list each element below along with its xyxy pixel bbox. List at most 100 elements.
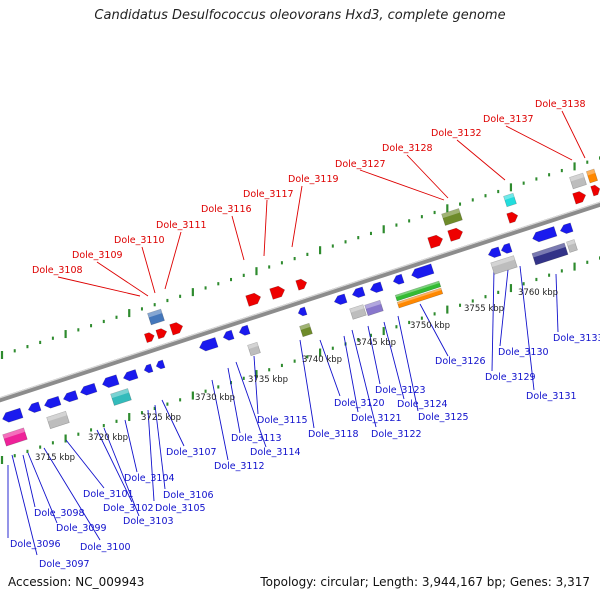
gene-olive-box-1[interactable] [441, 208, 463, 226]
label-dole-3116[interactable]: Dole_3116 [201, 204, 252, 215]
gene-red-8[interactable] [506, 211, 520, 224]
label-dole-3137[interactable]: Dole_3137 [483, 114, 534, 125]
gene-teal-box[interactable] [110, 388, 132, 406]
connector-top-9 [456, 139, 506, 181]
gene-red-9[interactable] [572, 190, 588, 205]
label-dole-3122[interactable]: Dole_3122 [371, 429, 422, 440]
label-dole-3105[interactable]: Dole_3105 [155, 503, 206, 514]
label-dole-3118[interactable]: Dole_3118 [308, 429, 359, 440]
label-dole-3113[interactable]: Dole_3113 [231, 433, 282, 444]
label-dole-3127[interactable]: Dole_3127 [335, 159, 386, 170]
gene-blue-16[interactable] [392, 273, 405, 286]
gene-cyan-box[interactable] [503, 192, 517, 208]
label-dole-3112[interactable]: Dole_3112 [214, 461, 265, 472]
gene-grey-box-3[interactable] [490, 255, 518, 275]
gene-green-box[interactable] [394, 280, 442, 302]
label-dole-3114[interactable]: Dole_3114 [250, 447, 301, 458]
gene-red-3[interactable] [245, 292, 263, 307]
connector-bottom-23 [419, 303, 449, 357]
label-dole-3097[interactable]: Dole_3097 [39, 559, 90, 570]
label-dole-3131[interactable]: Dole_3131 [526, 391, 577, 402]
connector-top-7 [359, 169, 445, 201]
connector-bottom-19 [351, 329, 377, 428]
label-dole-3107[interactable]: Dole_3107 [166, 447, 217, 458]
gene-blue-15[interactable] [369, 281, 384, 294]
connector-bottom-11 [161, 399, 185, 447]
gene-navy-box[interactable] [531, 242, 569, 266]
label-dole-3111[interactable]: Dole_3111 [156, 220, 207, 231]
gene-blue-18[interactable] [487, 246, 502, 259]
gene-blue-2[interactable] [43, 395, 62, 410]
gene-grey-box-1[interactable] [247, 341, 261, 357]
gene-magenta-box[interactable] [2, 427, 28, 447]
gene-orange-box[interactable] [396, 287, 444, 309]
label-dole-3103[interactable]: Dole_3103 [123, 516, 174, 527]
topology-text: Topology: circular; Length: 3,944,167 bp… [260, 575, 590, 589]
connector-bottom-10 [154, 404, 166, 490]
gene-grey-box-4[interactable] [566, 239, 578, 253]
gene-blue-19[interactable] [500, 242, 513, 255]
gene-grey-box-0[interactable] [46, 410, 70, 430]
label-dole-3117[interactable]: Dole_3117 [243, 189, 294, 200]
label-dole-3126[interactable]: Dole_3126 [435, 356, 486, 367]
label-dole-3104[interactable]: Dole_3104 [124, 473, 175, 484]
label-dole-3108[interactable]: Dole_3108 [32, 265, 83, 276]
gene-blue-1[interactable] [27, 401, 42, 414]
connector-bottom-20 [367, 325, 381, 385]
label-dole-3121[interactable]: Dole_3121 [351, 413, 402, 424]
gene-blue-20[interactable] [531, 226, 558, 244]
label-dole-3110[interactable]: Dole_3110 [114, 235, 165, 246]
label-dole-3130[interactable]: Dole_3130 [498, 347, 549, 358]
gene-red-10[interactable] [590, 184, 600, 197]
gene-blue-9[interactable] [198, 337, 219, 352]
label-dole-3123[interactable]: Dole_3123 [375, 385, 426, 396]
label-dole-3119[interactable]: Dole_3119 [288, 174, 339, 185]
label-dole-3099[interactable]: Dole_3099 [56, 523, 107, 534]
gene-red-1[interactable] [155, 327, 168, 340]
gene-blue-10[interactable] [222, 329, 235, 342]
label-dole-3138[interactable]: Dole_3138 [535, 99, 586, 110]
label-dole-3128[interactable]: Dole_3128 [382, 143, 433, 154]
gene-red-5[interactable] [295, 278, 309, 291]
label-dole-3120[interactable]: Dole_3120 [334, 398, 385, 409]
gene-orange-box-1[interactable] [585, 168, 599, 184]
gene-lavender-box[interactable] [364, 299, 384, 317]
gene-olive-box-0[interactable] [299, 322, 313, 338]
gene-blue-7[interactable] [143, 363, 154, 374]
gene-grey-box-2[interactable] [349, 304, 367, 320]
gene-blue-8[interactable] [155, 359, 166, 370]
connector-bottom-22 [397, 315, 419, 412]
gene-red-4[interactable] [269, 285, 287, 300]
gene-blue-5[interactable] [101, 374, 120, 389]
gene-blue-0[interactable] [1, 407, 24, 424]
gene-blue-11[interactable] [238, 324, 251, 337]
label-dole-3124[interactable]: Dole_3124 [397, 399, 448, 410]
gene-blue-6[interactable] [122, 369, 139, 383]
gene-blue-21[interactable] [559, 222, 574, 235]
label-dole-3133[interactable]: Dole_3133 [553, 333, 600, 344]
gene-blue-13[interactable] [333, 293, 348, 306]
gene-grey-box-5[interactable] [569, 172, 587, 190]
gene-red-6[interactable] [427, 234, 445, 249]
gene-red-0[interactable] [143, 331, 155, 344]
label-dole-3102[interactable]: Dole_3102 [103, 503, 154, 514]
gene-blue-4[interactable] [79, 382, 98, 397]
label-dole-3106[interactable]: Dole_3106 [163, 490, 214, 501]
gene-red-7[interactable] [447, 227, 465, 242]
label-dole-3132[interactable]: Dole_3132 [431, 128, 482, 139]
label-dole-3096[interactable]: Dole_3096 [10, 539, 61, 550]
gene-blue-3[interactable] [62, 390, 79, 404]
label-dole-3101[interactable]: Dole_3101 [83, 489, 134, 500]
connector-top-0 [57, 276, 141, 297]
gene-blue-12[interactable] [297, 306, 308, 317]
label-dole-3125[interactable]: Dole_3125 [418, 412, 469, 423]
gene-steel-box[interactable] [147, 308, 165, 326]
gene-blue-17[interactable] [410, 263, 435, 280]
label-dole-3098[interactable]: Dole_3098 [34, 508, 85, 519]
label-dole-3129[interactable]: Dole_3129 [485, 372, 536, 383]
gene-blue-14[interactable] [351, 286, 366, 299]
label-dole-3109[interactable]: Dole_3109 [72, 250, 123, 261]
label-dole-3115[interactable]: Dole_3115 [257, 415, 308, 426]
gene-red-2[interactable] [169, 321, 185, 336]
label-dole-3100[interactable]: Dole_3100 [80, 542, 131, 553]
